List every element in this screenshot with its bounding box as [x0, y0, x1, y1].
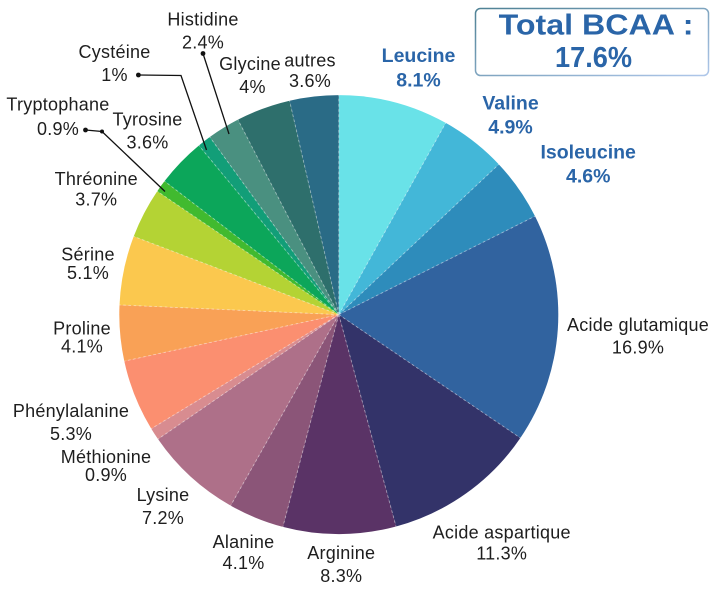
- svg-text:5.3%: 5.3%: [50, 424, 92, 444]
- svg-text:Arginine: Arginine: [307, 543, 375, 563]
- svg-text:Valine: Valine: [482, 93, 539, 115]
- svg-text:Proline: Proline: [53, 318, 111, 338]
- svg-text:Méthionine: Méthionine: [61, 447, 152, 467]
- svg-text:Acide aspartique: Acide aspartique: [433, 522, 571, 542]
- svg-text:Thréonine: Thréonine: [55, 169, 138, 189]
- svg-text:5.1%: 5.1%: [67, 263, 109, 283]
- svg-text:Lysine: Lysine: [137, 485, 190, 505]
- svg-text:3.6%: 3.6%: [126, 133, 168, 153]
- svg-text:Sérine: Sérine: [61, 245, 115, 265]
- svg-text:16.9%: 16.9%: [612, 338, 664, 358]
- svg-text:Cystéine: Cystéine: [78, 42, 150, 62]
- svg-text:Acide glutamique: Acide glutamique: [567, 315, 709, 335]
- svg-text:Tyrosine: Tyrosine: [112, 110, 182, 130]
- svg-text:Tryptophane: Tryptophane: [6, 95, 109, 115]
- svg-text:autres: autres: [284, 51, 336, 71]
- svg-text:Alanine: Alanine: [213, 532, 275, 552]
- svg-text:8.1%: 8.1%: [396, 70, 440, 92]
- svg-text:Total BCAA :: Total BCAA :: [499, 9, 694, 41]
- svg-text:0.9%: 0.9%: [37, 119, 79, 139]
- svg-text:4.6%: 4.6%: [566, 165, 610, 187]
- svg-text:17.6%: 17.6%: [555, 42, 632, 74]
- svg-text:0.9%: 0.9%: [85, 465, 127, 485]
- svg-text:Histidine: Histidine: [167, 10, 238, 30]
- svg-text:11.3%: 11.3%: [476, 544, 527, 564]
- svg-text:2.4%: 2.4%: [182, 32, 224, 52]
- svg-text:4.1%: 4.1%: [222, 553, 264, 573]
- svg-text:1%: 1%: [101, 65, 128, 85]
- svg-text:Isoleucine: Isoleucine: [541, 141, 637, 163]
- svg-text:Glycine: Glycine: [219, 54, 281, 74]
- svg-text:4%: 4%: [239, 77, 266, 97]
- svg-text:8.3%: 8.3%: [320, 566, 362, 586]
- svg-text:4.1%: 4.1%: [61, 337, 103, 357]
- svg-text:7.2%: 7.2%: [142, 508, 184, 528]
- svg-text:Leucine: Leucine: [382, 45, 456, 67]
- svg-text:3.6%: 3.6%: [289, 71, 331, 91]
- svg-text:4.9%: 4.9%: [488, 117, 532, 139]
- svg-text:3.7%: 3.7%: [75, 190, 117, 210]
- svg-text:Phénylalanine: Phénylalanine: [13, 401, 129, 421]
